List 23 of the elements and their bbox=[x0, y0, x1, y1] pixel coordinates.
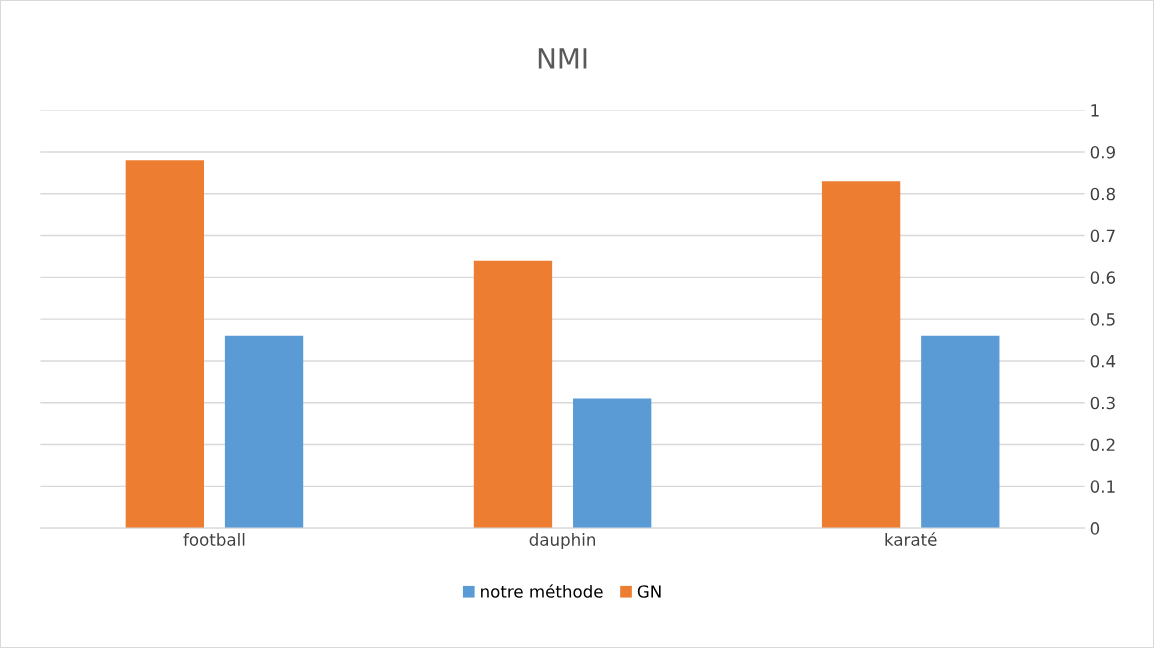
y-tick-label: 0.8 bbox=[1090, 187, 1115, 201]
y-tick-label: 0.1 bbox=[1090, 480, 1115, 493]
chart-title: NMI bbox=[538, 48, 587, 69]
x-tick-label: dauphin bbox=[529, 532, 596, 550]
x-tick-label: karaté bbox=[885, 532, 937, 546]
y-tick-label: 0.9 bbox=[1090, 145, 1115, 159]
y-tick-label: 0.2 bbox=[1090, 438, 1115, 452]
bar bbox=[473, 260, 553, 529]
bar bbox=[125, 160, 205, 529]
bar bbox=[821, 181, 901, 529]
y-tick-label: 0.6 bbox=[1090, 271, 1116, 284]
bar bbox=[573, 398, 652, 529]
y-tick-label: 1 bbox=[1091, 104, 1099, 117]
y-tick-label: 0.3 bbox=[1090, 396, 1115, 410]
legend-label: GN bbox=[637, 585, 661, 598]
legend-label: notre méthode bbox=[481, 584, 603, 598]
y-tick-label: 0.4 bbox=[1090, 354, 1116, 368]
y-tick-label: 0.7 bbox=[1090, 229, 1115, 243]
y-tick-label: 0.5 bbox=[1090, 313, 1115, 326]
bar bbox=[224, 335, 304, 529]
x-tick-label: football bbox=[183, 532, 245, 546]
y-tick-label: 0 bbox=[1090, 522, 1100, 535]
bar bbox=[921, 335, 1000, 529]
